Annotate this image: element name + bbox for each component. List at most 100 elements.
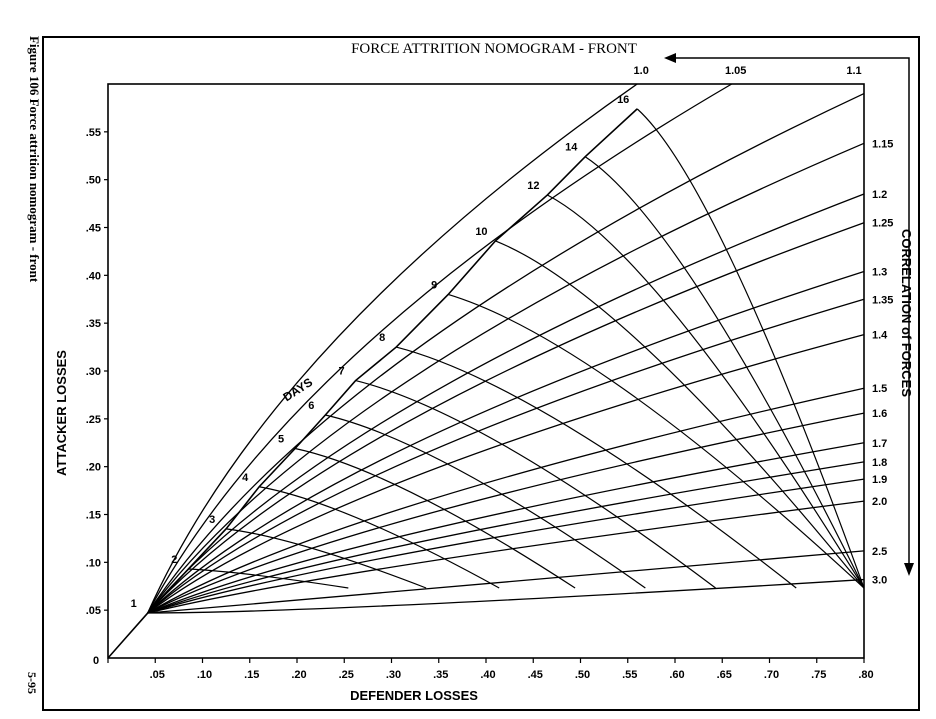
correlation-curve [147, 83, 733, 614]
x-tick-label: .30 [386, 669, 401, 681]
day-curve [547, 194, 865, 589]
correlation-curve [147, 334, 865, 614]
y-tick-label: .35 [86, 318, 101, 330]
x-tick-label: .40 [480, 669, 495, 681]
day-label: 4 [242, 472, 249, 484]
day-label: 7 [339, 366, 345, 378]
x-tick-label: .05 [150, 669, 165, 681]
arrowhead-bottom [904, 563, 914, 576]
correlation-curve [147, 412, 865, 614]
x-tick-label: .35 [433, 669, 448, 681]
correlation-curve [147, 478, 865, 614]
x-tick-label: .15 [244, 669, 259, 681]
day-curve [355, 379, 716, 589]
day-label: 8 [379, 332, 385, 344]
x-tick-label: 0 [93, 655, 99, 667]
correlation-label: 3.0 [872, 575, 887, 587]
correlation-label: 1.25 [872, 218, 893, 230]
correlation-curve [147, 298, 865, 614]
correlation-curve [147, 500, 865, 614]
correlation-label: 1.05 [725, 65, 746, 77]
correlation-curve [147, 442, 865, 614]
day-label: 10 [475, 226, 487, 238]
correlation-curve [147, 461, 865, 614]
y-tick-label: .50 [86, 175, 101, 187]
day-curve [584, 156, 865, 589]
correlation-label: 1.35 [872, 294, 893, 306]
day-label: 5 [278, 433, 284, 445]
y-tick-label: .55 [86, 127, 101, 139]
correlation-curve [147, 222, 865, 614]
x-tick-label: .80 [858, 669, 873, 681]
x-tick-label: .60 [669, 669, 684, 681]
day-label: 1 [131, 598, 137, 610]
correlation-label: 1.15 [872, 138, 893, 150]
correlation-arrow [672, 57, 910, 565]
day-label: 16 [617, 94, 629, 106]
y-tick-label: .20 [86, 462, 101, 474]
right-axis-label: CORRELATION of FORCES [899, 229, 914, 397]
correlation-label: 1.1 [846, 65, 861, 77]
x-tick-label: .55 [622, 669, 637, 681]
correlation-label: 1.4 [872, 330, 888, 342]
day-curve [325, 414, 646, 589]
day-curve [636, 108, 865, 589]
y-tick-label: .10 [86, 557, 101, 569]
correlation-label: 1.2 [872, 189, 887, 201]
x-tick-label: .50 [575, 669, 590, 681]
day-label: 14 [565, 142, 578, 154]
day-curve [495, 240, 865, 589]
day-curve [294, 447, 576, 589]
arrowhead-top [664, 53, 676, 63]
correlation-curve [147, 578, 865, 614]
day-curve [259, 486, 500, 589]
curve-layer [107, 83, 865, 659]
day-label: 9 [431, 279, 437, 291]
correlation-label: 2.0 [872, 496, 887, 508]
correlation-curve [147, 193, 865, 614]
x-tick-label: .25 [339, 669, 354, 681]
x-tick-label: .70 [764, 669, 779, 681]
days-curve [107, 108, 638, 659]
page-number: 5-95 [25, 672, 39, 694]
y-tick-label: .30 [86, 366, 101, 378]
x-axis-label: DEFENDER LOSSES [350, 688, 478, 703]
correlation-curve [147, 92, 865, 614]
day-curve [226, 528, 427, 589]
x-tick-label: .20 [291, 669, 306, 681]
day-label: 6 [308, 400, 314, 412]
correlation-curve [147, 270, 865, 614]
day-label: 3 [209, 514, 215, 526]
figure-frame [42, 36, 920, 711]
correlation-label: 1.7 [872, 438, 887, 450]
day-label: 2 [171, 554, 177, 566]
y-tick-label: .05 [86, 605, 101, 617]
tick-layer [104, 131, 865, 663]
chart-title: FORCE ATTRITION NOMOGRAM - FRONT [351, 41, 637, 57]
correlation-label: 1.9 [872, 474, 887, 486]
correlation-curve [147, 550, 865, 614]
day-label: 12 [527, 180, 539, 192]
correlation-label: 1.5 [872, 383, 887, 395]
correlation-label: 1.3 [872, 267, 887, 279]
y-tick-label: .25 [86, 414, 101, 426]
y-axis-label: ATTACKER LOSSES [54, 350, 69, 476]
correlation-label: 1.8 [872, 457, 887, 469]
correlation-label: 1.6 [872, 408, 887, 420]
label-layer: 0 .05 .10 .15 .20 .25 .30 .35 .40 .45 .50 .55 .60 .65… [86, 65, 894, 681]
figure-caption: Figure 106 Force attrition nomogram - fr… [27, 36, 42, 283]
correlation-label: 1.0 [634, 65, 649, 77]
y-tick-label: .15 [86, 510, 101, 522]
y-tick-label: .40 [86, 270, 101, 282]
y-tick-label: .45 [86, 223, 101, 235]
correlation-curve [147, 83, 638, 614]
day-curve [188, 568, 349, 589]
x-tick-label: .65 [717, 669, 732, 681]
correlation-curve [147, 387, 865, 614]
x-tick-label: .10 [197, 669, 212, 681]
x-tick-label: .45 [528, 669, 543, 681]
correlation-curve [147, 142, 865, 614]
day-curve [448, 293, 865, 589]
correlation-label: 2.5 [872, 546, 887, 558]
